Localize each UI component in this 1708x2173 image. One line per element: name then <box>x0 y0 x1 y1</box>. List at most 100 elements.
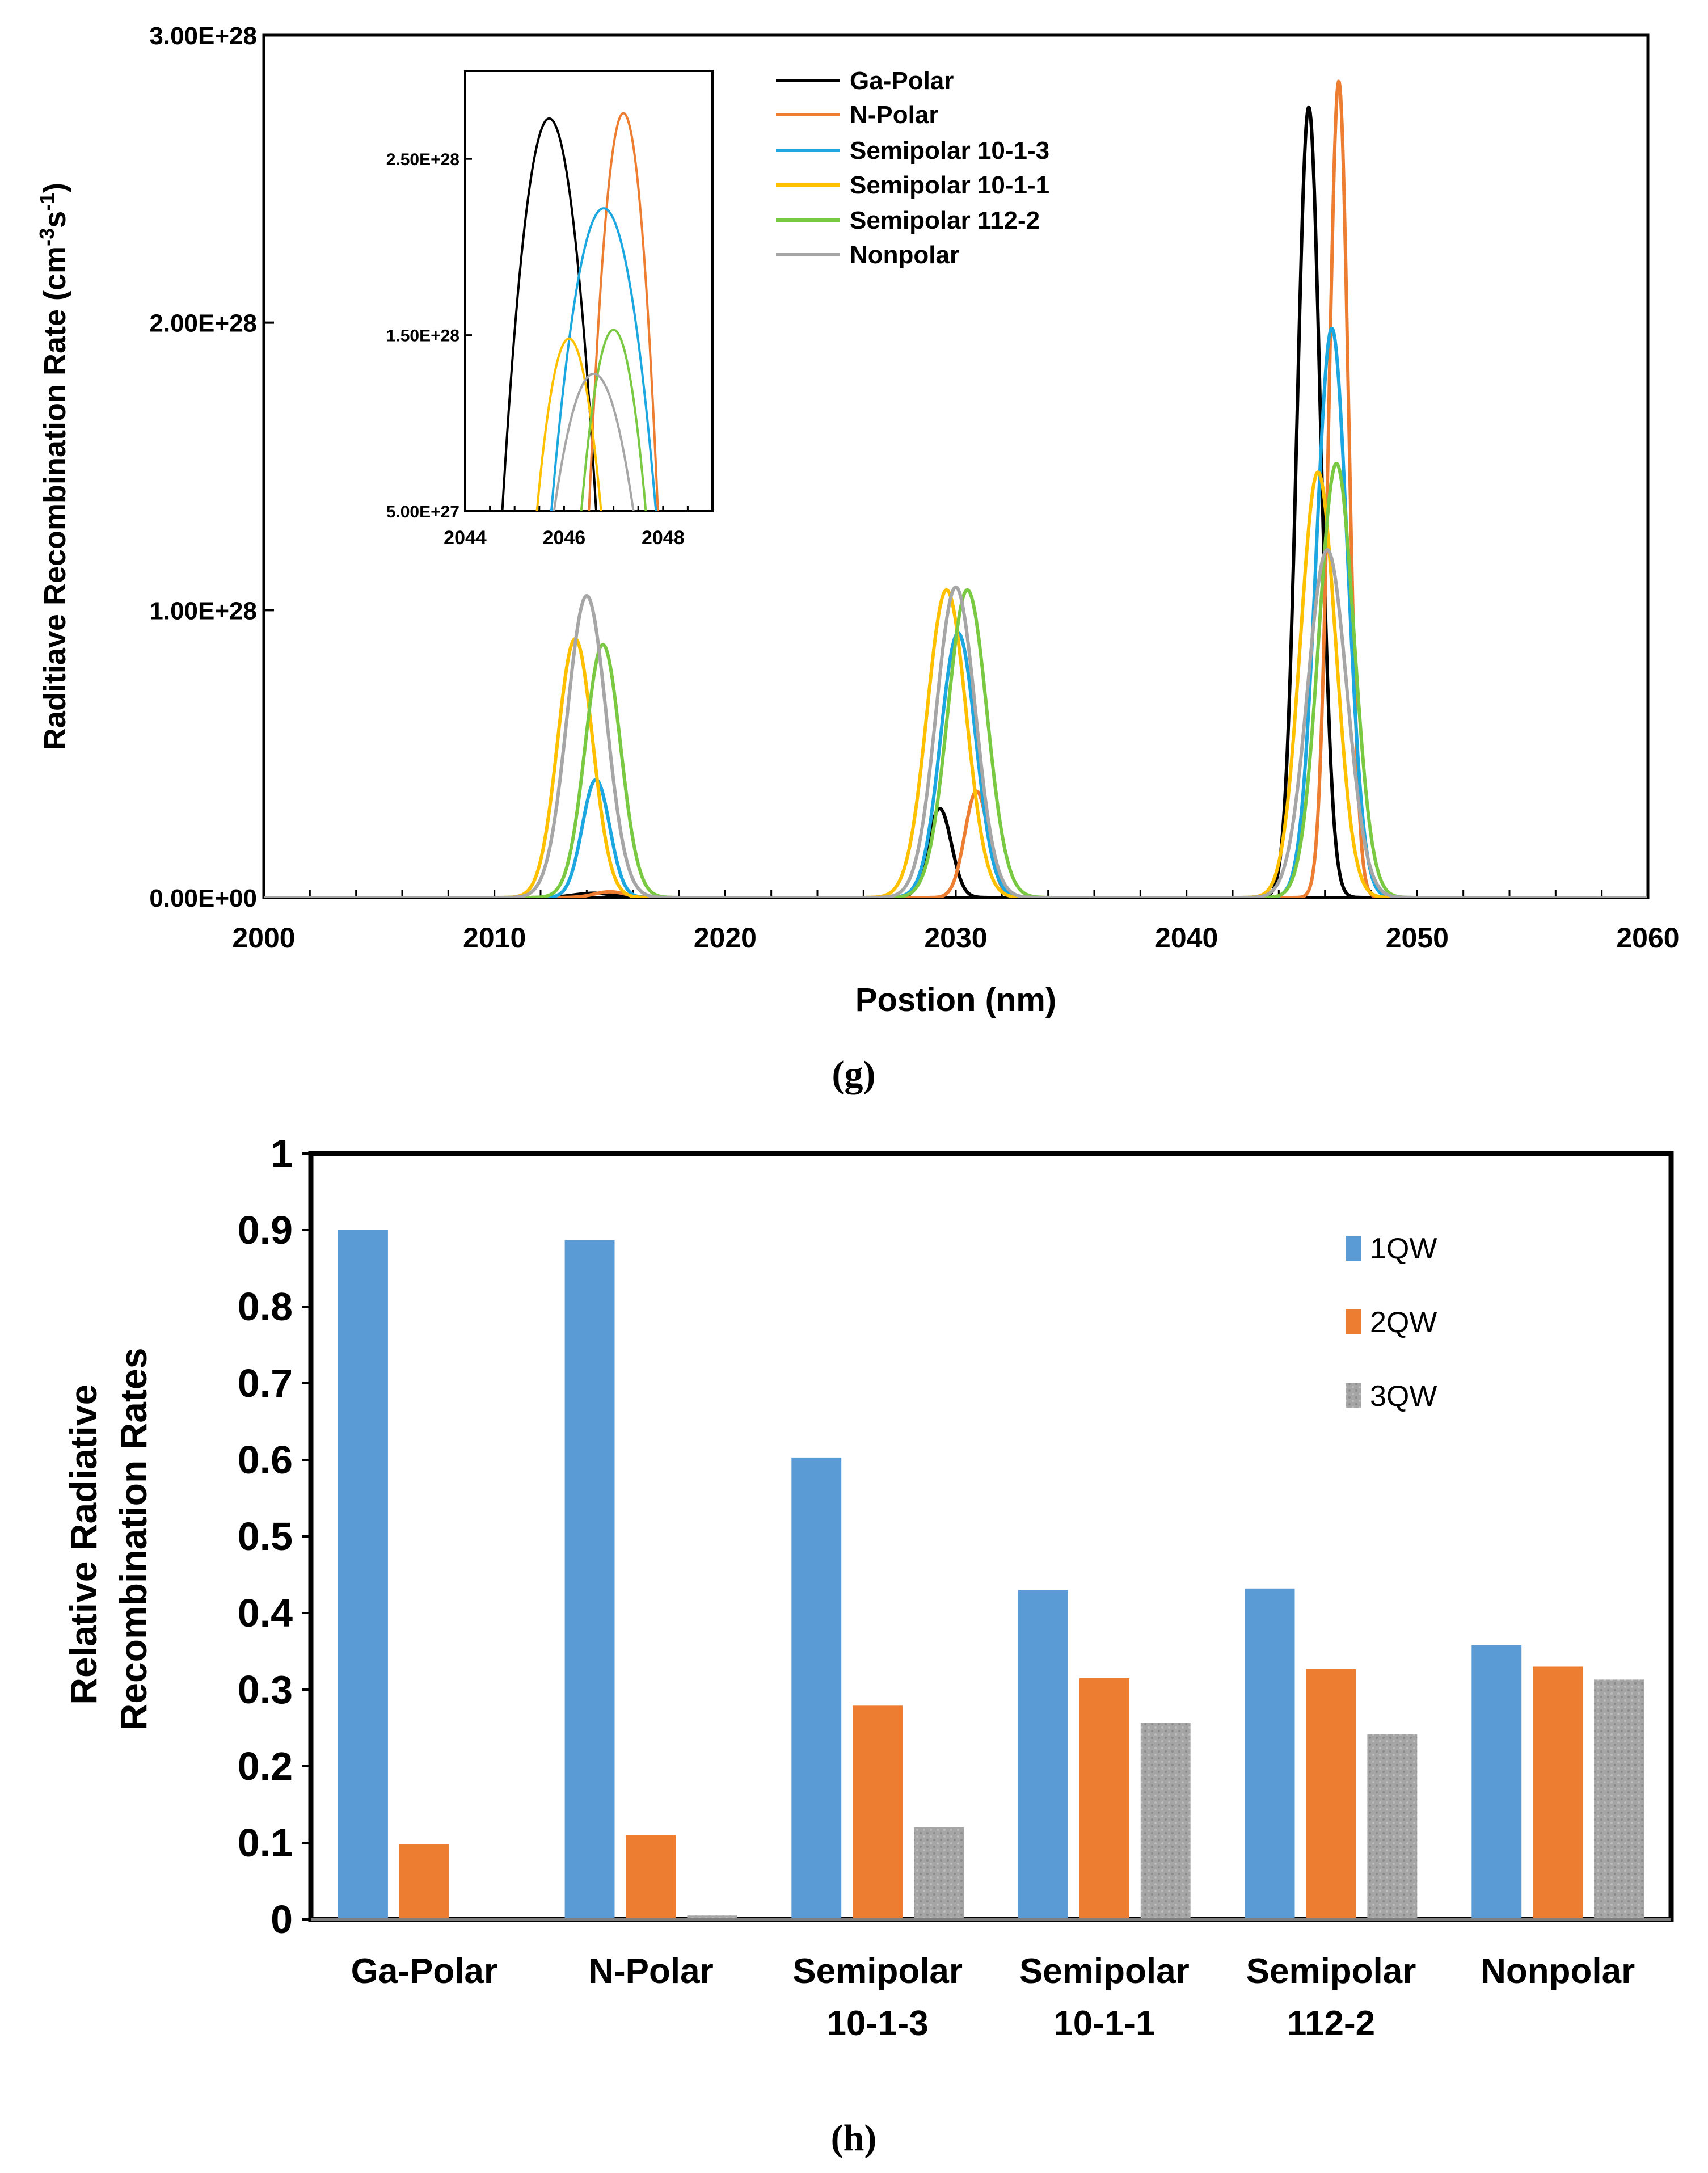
inset-axes: 5.00E+27 1.50E+28 2.50E+28 2044 2046 2048 <box>386 150 714 549</box>
bar-1qw-ga-polar <box>338 1230 388 1919</box>
inset-series-line-semipolar-10-1-3 <box>550 207 657 511</box>
x-tick-label: 2020 <box>694 922 757 954</box>
g-y-axis-label: Raditiave Recombination Rate (cm-3s-1) <box>35 183 72 750</box>
bar-1qw-semipolar-10-1-1 <box>1018 1590 1068 1919</box>
bar-1qw-nonpolar <box>1471 1645 1522 1919</box>
bar-1qw-n-polar <box>564 1240 615 1919</box>
legend-item-semipolar-10-1-1: Semipolar 10-1-1 <box>776 171 1049 199</box>
h-x-tick-label: 10-1-1 <box>1053 2004 1155 2043</box>
inset-series-line-ga-polar <box>501 117 598 511</box>
g-y-axis: 0.00E+00 1.00E+28 2.00E+28 3.00E+28 <box>149 22 274 912</box>
h-x-tick-label: Semipolar <box>1246 1952 1416 1991</box>
legend-item-semipolar-112-2: Semipolar 112-2 <box>776 207 1040 234</box>
h-x-tick-label: Semipolar <box>792 1952 963 1991</box>
legend-item-nonpolar: Nonpolar <box>776 241 959 269</box>
y-tick-label: 1.00E+28 <box>149 597 257 625</box>
series-line-n-polar <box>264 79 1648 898</box>
h-y-tick-label: 0.5 <box>238 1514 293 1559</box>
legend-item-semipolar-10-1-3: Semipolar 10-1-3 <box>776 137 1049 165</box>
inset-y-tick-label: 5.00E+27 <box>386 503 459 521</box>
h-x-tick-label: Nonpolar <box>1481 1952 1635 1991</box>
h-y-tick-label: 0.6 <box>238 1438 293 1482</box>
panel-label-h: (h) <box>831 2117 877 2159</box>
bar-2qw-n-polar <box>626 1835 676 1919</box>
x-tick-label: 2010 <box>463 922 526 954</box>
h-x-axis: Ga-Polar N-Polar Semipolar 10-1-3 Semipolar 1… <box>351 1952 1635 2043</box>
y-tick-label: 3.00E+28 <box>149 22 257 50</box>
bar-1qw-semipolar-112-2 <box>1245 1588 1295 1919</box>
legend-label: 1QW <box>1370 1232 1437 1265</box>
legend-label: Semipolar 112-2 <box>850 207 1040 234</box>
inset-x-tick-label: 2048 <box>642 527 685 549</box>
legend-label: Nonpolar <box>850 241 959 269</box>
x-tick-label: 2000 <box>232 922 295 954</box>
h-y-tick-label: 0.2 <box>238 1744 293 1788</box>
inset-series-line-n-polar <box>588 112 659 511</box>
legend-item-ga-polar: Ga-Polar <box>776 67 954 95</box>
h-x-tick-label: Ga-Polar <box>351 1952 497 1991</box>
panel-label-g: (g) <box>832 1054 876 1095</box>
h-y-tick-label: 0.7 <box>238 1361 293 1405</box>
g-legend: Ga-Polar N-Polar Semipolar 10-1-3 Semipo… <box>776 67 1049 269</box>
series-line-semipolar-112-2 <box>264 461 1648 898</box>
inset-series-line-semipolar-112-2 <box>580 329 647 511</box>
inset-y-tick-label: 1.50E+28 <box>386 327 459 346</box>
inset-y-tick-label: 2.50E+28 <box>386 150 459 169</box>
h-y-tick-label: 1 <box>271 1131 293 1176</box>
h-legend: 1QW 2QW 3QW <box>1346 1232 1437 1413</box>
g-x-axis: 2000 2010 2020 2030 2040 2050 2060 <box>232 890 1680 954</box>
h-y-tick-label: 0.1 <box>238 1821 293 1865</box>
h-bars <box>338 1230 1644 1920</box>
h-y-axis: 0 0.1 0.2 0.3 0.4 0.5 0.6 0.7 0.8 0.9 1 <box>238 1131 311 1942</box>
series-line-ga-polar <box>264 105 1648 898</box>
x-tick-label: 2040 <box>1155 922 1218 954</box>
bar-3qw-semipolar-10-1-3 <box>914 1827 964 1919</box>
legend-label: Ga-Polar <box>850 67 954 95</box>
x-tick-label: 2060 <box>1616 922 1679 954</box>
radiative-rate-line-chart: 0.00E+00 1.00E+28 2.00E+28 3.00E+28 2000 201… <box>35 22 1680 1095</box>
legend-label: Semipolar 10-1-3 <box>850 137 1049 165</box>
legend-label: 3QW <box>1370 1380 1437 1413</box>
legend-swatch <box>1346 1236 1361 1261</box>
legend-item-1qw: 1QW <box>1346 1232 1437 1265</box>
legend-item-3qw: 3QW <box>1346 1380 1437 1413</box>
inset-series-lines <box>501 112 659 511</box>
relative-rate-bar-chart: 0 0.1 0.2 0.3 0.4 0.5 0.6 0.7 0.8 0.9 1 Ga-Polar N-… <box>62 1131 1674 2159</box>
bar-3qw-nonpolar <box>1594 1679 1644 1919</box>
h-y-tick-label: 0.8 <box>238 1285 293 1329</box>
bar-1qw-semipolar-10-1-3 <box>791 1457 842 1919</box>
legend-label: N-Polar <box>850 101 938 129</box>
bar-3qw-semipolar-112-2 <box>1367 1734 1418 1919</box>
bar-2qw-semipolar-10-1-3 <box>853 1705 903 1919</box>
series-line-semipolar-10-1-1 <box>264 470 1648 898</box>
series-line-nonpolar <box>264 548 1648 898</box>
g-x-axis-label: Postion (nm) <box>855 982 1056 1018</box>
inset-series-line-semipolar-10-1-1 <box>535 337 602 511</box>
bar-2qw-semipolar-10-1-1 <box>1079 1678 1129 1920</box>
h-x-tick-label: 10-1-3 <box>827 2004 929 2043</box>
x-tick-label: 2050 <box>1386 922 1449 954</box>
bar-2qw-ga-polar <box>399 1844 449 1919</box>
h-x-tick-label: N-Polar <box>588 1952 713 1991</box>
bar-2qw-nonpolar <box>1533 1666 1583 1919</box>
x-tick-label: 2030 <box>924 922 987 954</box>
g-series-lines <box>264 79 1648 898</box>
bar-2qw-semipolar-112-2 <box>1306 1669 1356 1919</box>
h-y-tick-label: 0.4 <box>238 1591 293 1635</box>
h-y-tick-label: 0 <box>271 1897 293 1942</box>
legend-item-2qw: 2QW <box>1346 1306 1437 1339</box>
legend-label: Semipolar 10-1-1 <box>850 171 1049 199</box>
legend-swatch <box>1346 1383 1361 1408</box>
h-y-tick-label: 0.9 <box>238 1208 293 1252</box>
inset-series-line-nonpolar <box>553 372 635 511</box>
h-plot-area <box>308 1151 1674 1922</box>
h-y-tick-label: 0.3 <box>238 1667 293 1712</box>
h-y-axis-label: Relative Radiative Recombination Rates <box>62 1348 154 1731</box>
legend-label: 2QW <box>1370 1306 1437 1339</box>
bar-3qw-semipolar-10-1-1 <box>1140 1723 1191 1919</box>
bar-3qw-n-polar <box>687 1915 737 1920</box>
legend-swatch <box>1346 1309 1361 1334</box>
legend-item-n-polar: N-Polar <box>776 101 938 129</box>
inset-x-tick-label: 2044 <box>444 527 487 549</box>
